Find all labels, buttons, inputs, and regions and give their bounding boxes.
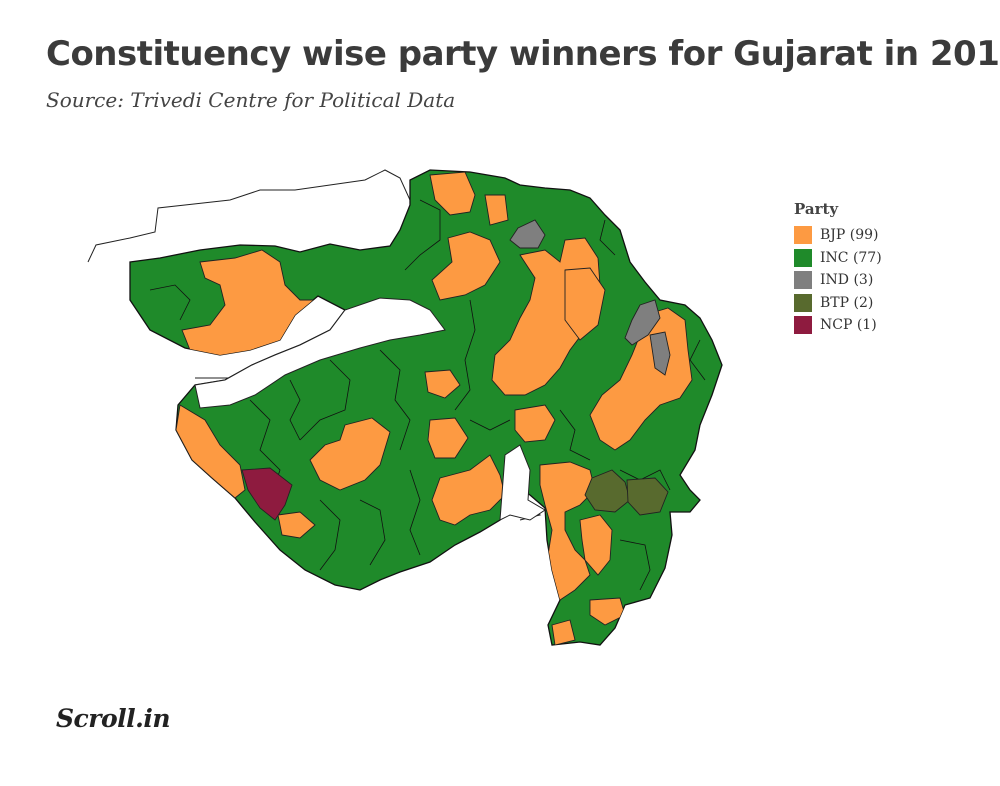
- ind-constituencies: [509, 219, 671, 376]
- legend-title: Party: [794, 200, 839, 218]
- legend-item-bjp: BJP (99): [788, 224, 908, 247]
- scroll-logo: Scroll.in: [56, 704, 171, 733]
- ncp-constituencies: [241, 467, 293, 521]
- legend-item-btp: BTP (2): [788, 292, 908, 315]
- legend-swatch-inc: [794, 248, 812, 267]
- legend-swatch-btp: [794, 293, 812, 312]
- legend-label-inc: INC (77): [820, 249, 882, 266]
- legend-label-ncp: NCP (1): [820, 317, 877, 334]
- legend-label-btp: BTP (2): [820, 294, 874, 311]
- legend-swatch-ind: [794, 271, 812, 290]
- legend-label-ind: IND (3): [820, 272, 874, 289]
- legend-item-ncp: NCP (1): [788, 314, 908, 337]
- btp-constituencies: [584, 469, 669, 516]
- gulf-of-khambhat: [499, 444, 546, 521]
- legend: Party BJP (99) INC (77) IND (3) BTP (2) …: [788, 200, 908, 337]
- legend-item-inc: INC (77): [788, 247, 908, 270]
- page-subtitle: Source: Trivedi Centre for Political Dat…: [46, 88, 456, 112]
- legend-label-bjp: BJP (99): [820, 227, 879, 244]
- gulf-of-kutch: [194, 297, 446, 409]
- legend-item-ind: IND (3): [788, 269, 908, 292]
- page-title: Constituency wise party winners for Guja…: [46, 34, 1000, 74]
- legend-swatch-bjp: [794, 226, 812, 245]
- legend-swatch-ncp: [794, 316, 812, 335]
